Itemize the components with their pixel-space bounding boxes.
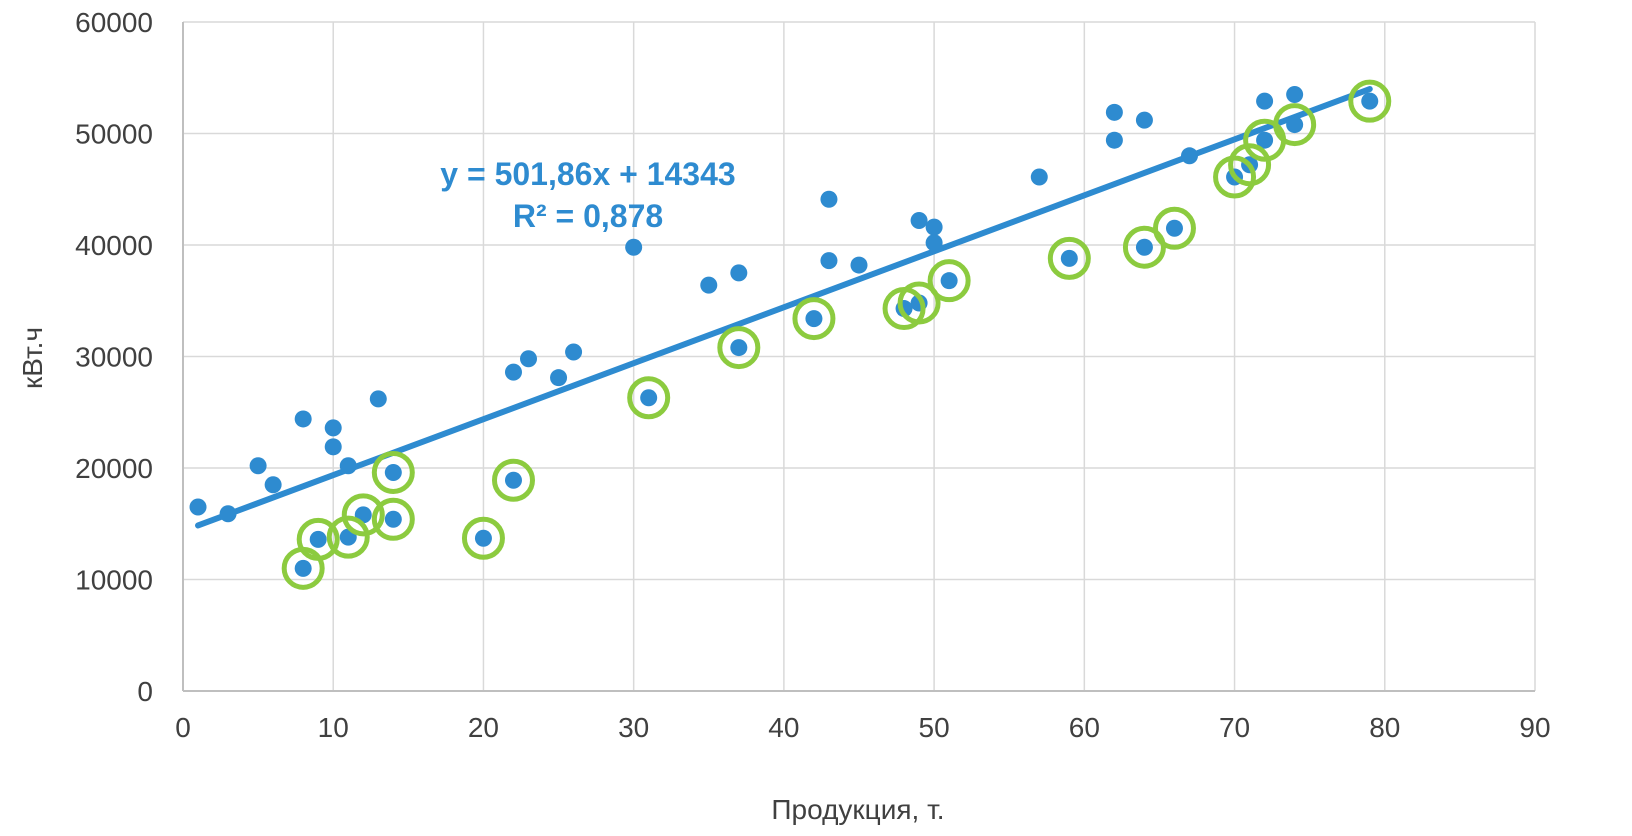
highlight-ring	[491, 458, 535, 502]
data-point	[1256, 131, 1274, 149]
data-point	[910, 211, 928, 229]
data-point	[550, 369, 568, 387]
x-tick-label: 0	[175, 712, 191, 743]
x-tick-label: 90	[1519, 712, 1550, 743]
trendline-equation: y = 501,86x + 14343	[440, 156, 735, 192]
data-point	[1165, 219, 1183, 237]
data-points	[189, 85, 1379, 577]
data-point	[1060, 249, 1078, 267]
data-point	[1105, 103, 1123, 121]
data-point	[474, 529, 492, 547]
data-point	[820, 190, 838, 208]
y-tick-label: 30000	[75, 342, 153, 373]
highlight-ring	[1047, 236, 1091, 280]
data-point	[189, 498, 207, 516]
x-tick-label: 50	[919, 712, 950, 743]
data-point	[309, 530, 327, 548]
highlight-ring	[371, 497, 415, 541]
highlight-ring	[792, 297, 836, 341]
data-point	[730, 339, 748, 357]
data-point	[1030, 168, 1048, 186]
highlight-ring	[1348, 79, 1392, 123]
data-point	[1135, 111, 1153, 129]
data-point	[384, 510, 402, 528]
data-point	[324, 419, 342, 437]
y-tick-label: 40000	[75, 230, 153, 261]
data-point	[1105, 131, 1123, 149]
y-tick-label: 10000	[75, 565, 153, 596]
highlight-ring	[461, 516, 505, 560]
highlight-rings	[281, 79, 1392, 590]
x-tick-label: 20	[468, 712, 499, 743]
data-point	[504, 471, 522, 489]
y-tick-label: 60000	[75, 7, 153, 38]
highlight-ring	[717, 326, 761, 370]
data-point	[1135, 238, 1153, 256]
x-tick-label: 70	[1219, 712, 1250, 743]
trendline-r2: R² = 0,878	[513, 198, 663, 234]
data-point	[264, 476, 282, 494]
highlight-ring	[1228, 143, 1272, 187]
data-point	[565, 343, 583, 361]
y-tick-label: 20000	[75, 453, 153, 484]
highlight-ring	[927, 259, 971, 303]
gridlines	[183, 21, 1536, 691]
highlight-ring	[1122, 225, 1166, 269]
x-tick-label: 80	[1369, 712, 1400, 743]
data-point	[640, 389, 658, 407]
y-axis-title: кВт.ч	[17, 327, 48, 389]
data-point	[625, 238, 643, 256]
data-point	[850, 256, 868, 274]
data-point	[1256, 92, 1274, 110]
data-point	[730, 264, 748, 282]
data-point	[384, 463, 402, 481]
axes	[182, 22, 1535, 692]
data-point	[1286, 116, 1304, 134]
data-point	[504, 363, 522, 381]
data-point	[700, 276, 718, 294]
highlight-ring	[897, 281, 941, 325]
data-point	[294, 410, 312, 428]
tick-labels: 0 10 20 30 40 50 60 70 80 90 0 10000 20000 30000 40000…	[75, 7, 1550, 743]
x-tick-label: 40	[768, 712, 799, 743]
highlight-ring	[371, 450, 415, 494]
highlight-ring	[326, 515, 370, 559]
y-tick-label: 0	[137, 676, 153, 707]
highlight-ring	[296, 517, 340, 561]
y-tick-label: 50000	[75, 119, 153, 150]
data-point	[339, 457, 357, 475]
data-point	[294, 559, 312, 577]
x-axis-title: Продукция, т.	[771, 794, 944, 825]
highlight-ring	[627, 376, 671, 420]
x-tick-label: 30	[618, 712, 649, 743]
data-point	[324, 438, 342, 456]
data-point	[1361, 92, 1379, 110]
highlight-ring	[1213, 155, 1257, 199]
data-point	[1180, 147, 1198, 165]
data-point	[940, 272, 958, 290]
data-point	[925, 218, 943, 236]
data-point	[369, 390, 387, 408]
data-point	[820, 252, 838, 270]
highlight-ring	[1152, 206, 1196, 250]
data-point	[520, 350, 538, 368]
x-tick-label: 10	[318, 712, 349, 743]
data-point	[1286, 85, 1304, 103]
x-tick-label: 60	[1069, 712, 1100, 743]
data-point	[249, 457, 267, 475]
data-point	[925, 234, 943, 252]
highlight-ring	[1273, 103, 1317, 147]
data-point	[219, 505, 237, 523]
data-point	[805, 310, 823, 328]
highlight-ring	[341, 493, 385, 537]
